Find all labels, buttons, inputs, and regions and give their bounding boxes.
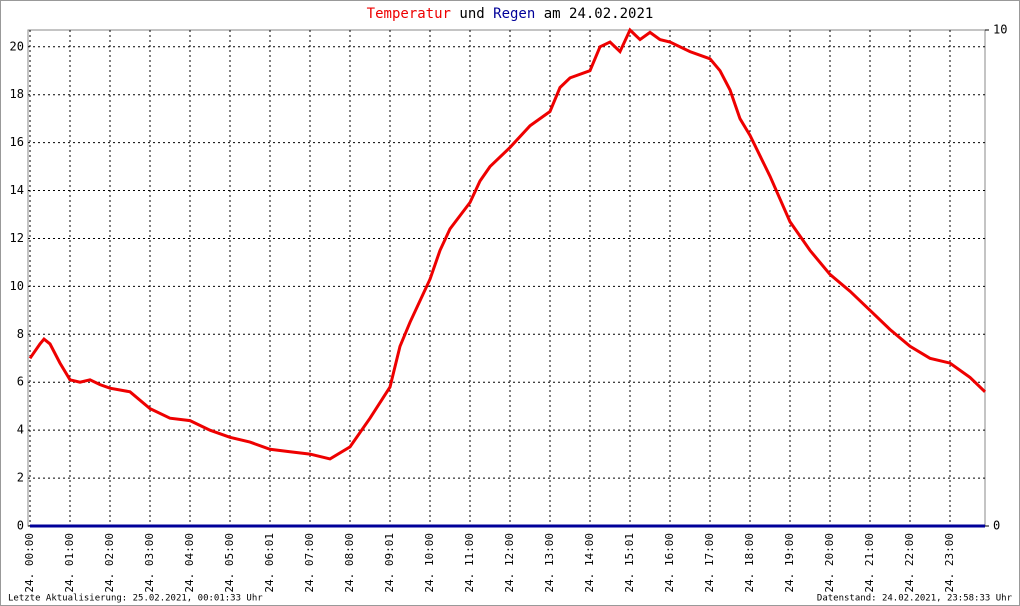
x-tick-label: 24. 02:00 bbox=[103, 533, 116, 593]
x-tick-label: 24. 12:00 bbox=[503, 533, 516, 593]
x-tick-label: 24. 09:01 bbox=[383, 533, 396, 593]
x-tick-label: 24. 06:01 bbox=[263, 533, 276, 593]
y-tick-label: 4 bbox=[17, 423, 24, 437]
x-tick-label: 24. 04:00 bbox=[183, 533, 196, 593]
x-tick-label: 24. 05:00 bbox=[223, 533, 236, 593]
y-tick-label: 0 bbox=[17, 519, 24, 533]
x-tick-label: 24. 03:00 bbox=[143, 533, 156, 593]
x-tick-label: 24. 19:00 bbox=[783, 533, 796, 593]
y-tick-label: 8 bbox=[17, 327, 24, 341]
y2-tick-label: 0 bbox=[993, 519, 1000, 533]
chart-title: Temperatur und Regen am 24.02.2021 bbox=[367, 6, 654, 22]
y-tick-label: 14 bbox=[10, 183, 24, 197]
x-tick-label: 24. 23:00 bbox=[943, 533, 956, 593]
x-tick-label: 24. 21:00 bbox=[863, 533, 876, 593]
title-date: am 24.02.2021 bbox=[544, 6, 654, 22]
x-tick-label: 24. 15:01 bbox=[623, 533, 636, 593]
footer-left: Letzte Aktualisierung: 25.02.2021, 00:01… bbox=[8, 594, 263, 604]
series-line bbox=[28, 27, 987, 461]
x-tick-label: 24. 18:00 bbox=[743, 533, 756, 593]
x-tick-label: 24. 10:00 bbox=[423, 533, 436, 593]
y-tick-label: 6 bbox=[17, 375, 24, 389]
x-tick-label: 24. 22:00 bbox=[903, 533, 916, 593]
y-tick-label: 20 bbox=[10, 39, 24, 53]
x-tick-label: 24. 16:00 bbox=[663, 533, 676, 593]
title-join: und bbox=[459, 6, 484, 22]
x-tick-label: 24. 13:00 bbox=[543, 533, 556, 593]
x-tick-label: 24. 01:00 bbox=[63, 533, 76, 593]
x-tick-label: 24. 08:00 bbox=[343, 533, 356, 593]
x-tick-label: 24. 11:00 bbox=[463, 533, 476, 593]
x-tick-label: 24. 07:00 bbox=[303, 533, 316, 593]
y-tick-label: 10 bbox=[10, 279, 24, 293]
title-temperature: Temperatur bbox=[367, 6, 451, 22]
plot-area bbox=[27, 29, 986, 527]
title-rain: Regen bbox=[493, 6, 535, 22]
y2-tick-label: 10 bbox=[993, 23, 1007, 37]
y-tick-label: 18 bbox=[10, 87, 24, 101]
y-tick-label: 12 bbox=[10, 231, 24, 245]
x-tick-label: 24. 00:00 bbox=[23, 533, 36, 593]
y-tick-label: 16 bbox=[10, 135, 24, 149]
x-tick-label: 24. 14:00 bbox=[583, 533, 596, 593]
footer-right: Datenstand: 24.02.2021, 23:58:33 Uhr bbox=[817, 594, 1013, 604]
y-tick-label: 2 bbox=[17, 471, 24, 485]
x-tick-label: 24. 17:00 bbox=[703, 533, 716, 593]
x-tick-label: 24. 20:00 bbox=[823, 533, 836, 593]
